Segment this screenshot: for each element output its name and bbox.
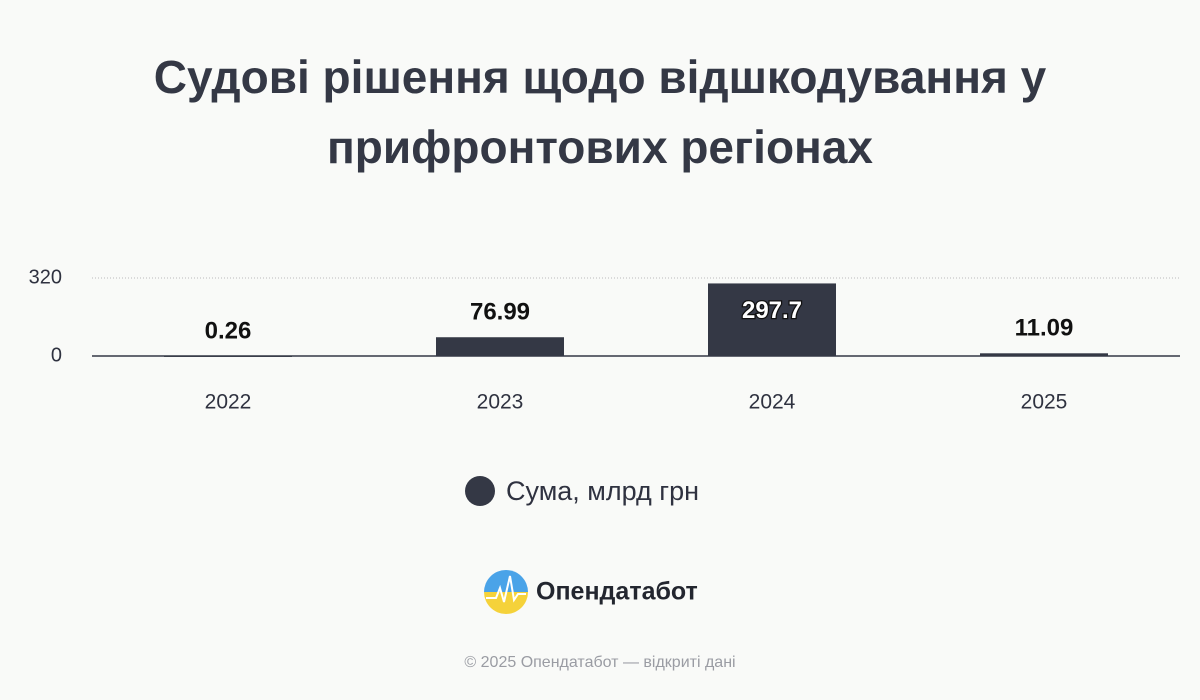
bar — [980, 353, 1108, 356]
value-label: 76.99 — [470, 299, 530, 326]
legend-marker — [465, 476, 495, 506]
x-tick-label: 2024 — [749, 391, 796, 414]
x-tick-label: 2022 — [205, 391, 252, 414]
bar — [164, 355, 292, 357]
x-tick-label: 2025 — [1021, 391, 1068, 414]
value-label: 11.09 — [1015, 315, 1074, 342]
value-label: 297.7 — [742, 297, 802, 324]
bar — [708, 283, 836, 356]
y-tick-label: 320 — [29, 266, 62, 288]
bar — [436, 337, 564, 356]
logo-pulse — [486, 575, 526, 603]
value-label: 0.26 — [205, 317, 252, 344]
chart-title: Судові рішення щодо відшкодування у приф… — [153, 51, 1047, 173]
footer: © 2025 Опендатабот — відкриті дані — [464, 654, 735, 671]
legend-label: Сума, млрд грн — [506, 476, 699, 506]
x-tick-label: 2023 — [477, 391, 524, 414]
y-tick-label: 0 — [51, 344, 62, 366]
brand: Опендатабот — [536, 578, 698, 606]
